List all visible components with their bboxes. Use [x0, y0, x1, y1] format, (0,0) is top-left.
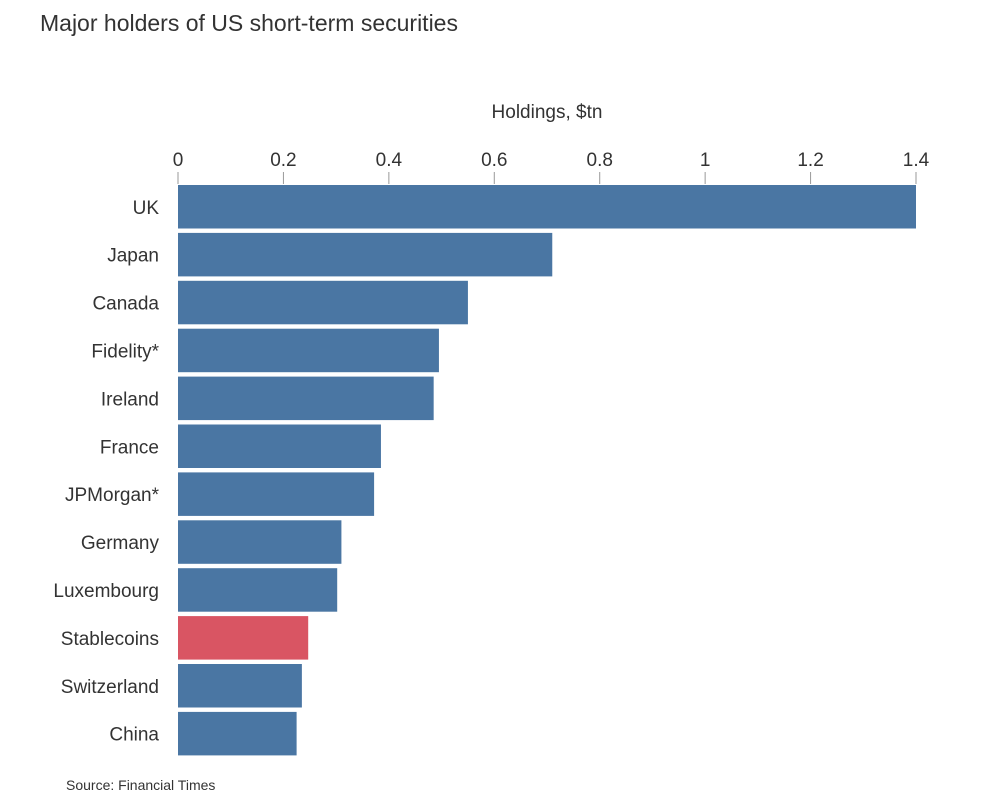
x-tick-label: 0 — [173, 150, 184, 171]
bar — [178, 232, 553, 277]
bar — [178, 328, 439, 373]
bar — [178, 568, 338, 612]
x-tick-label: 1 — [700, 150, 711, 171]
category-label: France — [100, 437, 159, 458]
source-note: Source: Financial Times — [66, 777, 216, 793]
category-label: Ireland — [101, 389, 159, 410]
bar — [178, 664, 302, 708]
category-label: Germany — [81, 533, 160, 554]
x-tick-label: 0.8 — [587, 150, 613, 171]
bar — [178, 280, 468, 325]
x-tick-label: 1.4 — [903, 150, 930, 171]
category-label: Japan — [107, 246, 159, 267]
category-label: Luxembourg — [53, 581, 159, 602]
bar — [178, 616, 309, 660]
x-axis-title: Holdings, $tn — [492, 102, 603, 123]
x-tick-label: 0.2 — [270, 150, 296, 171]
bar — [178, 424, 381, 468]
x-tick-label: 0.4 — [376, 150, 403, 171]
x-tick-label: 0.6 — [481, 150, 507, 171]
bar — [178, 711, 297, 756]
category-label: JPMorgan* — [65, 485, 160, 506]
category-label: Switzerland — [61, 677, 159, 698]
category-label: UK — [133, 198, 160, 219]
category-label: China — [109, 725, 159, 746]
x-tick-label: 1.2 — [797, 150, 823, 171]
category-label: Canada — [92, 294, 159, 315]
bar — [178, 185, 916, 229]
bar — [178, 472, 375, 516]
chart-title: Major holders of US short-term securitie… — [40, 10, 458, 36]
category-label: Stablecoins — [61, 629, 159, 650]
category-label: Fidelity* — [91, 341, 159, 362]
bar — [178, 520, 342, 564]
bar — [178, 376, 434, 421]
